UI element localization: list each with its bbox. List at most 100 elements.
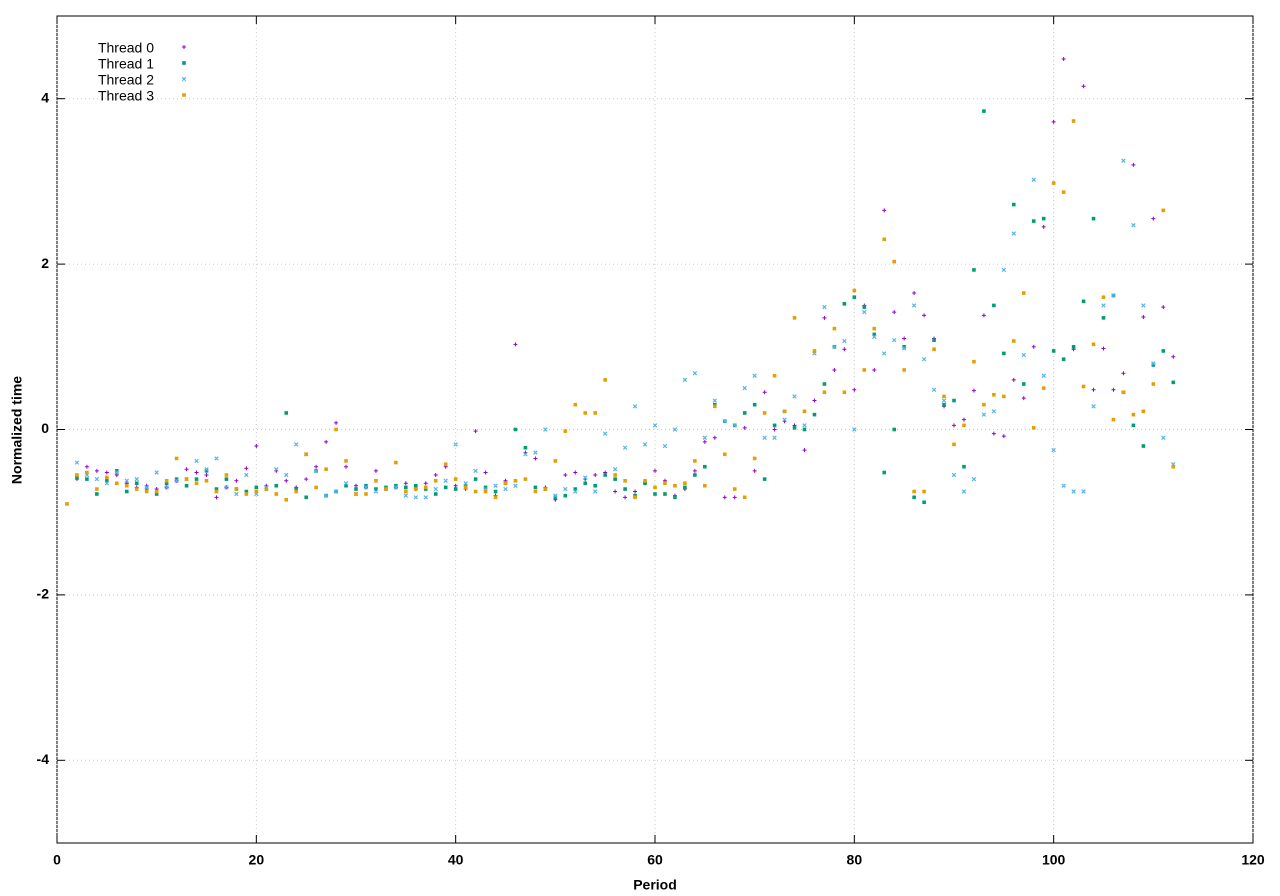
point: [553, 459, 558, 463]
point: [872, 367, 877, 372]
point: [1111, 293, 1116, 298]
point: [1041, 216, 1046, 221]
point: [1081, 299, 1086, 304]
point: [842, 390, 847, 395]
point: [293, 442, 299, 447]
point: [433, 486, 438, 492]
point: [852, 288, 857, 293]
point: [274, 492, 279, 496]
point: [653, 468, 657, 473]
y-axis-label: Normalized time: [9, 376, 25, 484]
point: [932, 347, 936, 352]
point: [782, 417, 787, 422]
point: [493, 489, 498, 494]
point: [1081, 384, 1086, 389]
point: [882, 470, 887, 475]
point: [1121, 371, 1126, 376]
point: [294, 487, 298, 491]
point: [563, 493, 568, 498]
point: [1171, 354, 1176, 359]
point: [95, 492, 99, 496]
point: [982, 402, 986, 407]
point: [114, 470, 120, 475]
point: [922, 500, 926, 505]
point: [184, 477, 189, 481]
point: [234, 487, 239, 491]
point: [892, 259, 896, 264]
point: [742, 385, 747, 391]
point: [812, 412, 817, 417]
point: [1041, 386, 1046, 390]
legend-label: Thread 0: [98, 40, 154, 56]
point: [274, 483, 279, 488]
point: [184, 467, 189, 472]
point: [154, 492, 159, 496]
legend-label: Thread 3: [98, 88, 154, 104]
point: [1021, 352, 1026, 358]
point: [842, 347, 847, 352]
point: [174, 477, 179, 481]
point: [264, 487, 269, 491]
point: [633, 489, 638, 494]
point: [124, 478, 129, 483]
point: [513, 478, 518, 483]
point: [643, 481, 647, 486]
point: [194, 470, 199, 475]
point: [703, 464, 707, 469]
point: [962, 423, 966, 428]
point: [1071, 119, 1076, 123]
point: [85, 470, 89, 475]
point: [573, 402, 578, 407]
point: [1081, 489, 1086, 494]
point: [334, 427, 338, 432]
point: [244, 492, 249, 496]
point: [393, 485, 399, 490]
point: [244, 489, 249, 494]
point: [314, 464, 319, 469]
point: [802, 427, 807, 432]
point: [224, 477, 229, 481]
point: [663, 481, 667, 486]
point: [942, 394, 946, 399]
point: [1012, 339, 1016, 343]
point: [911, 303, 917, 308]
point: [662, 443, 668, 449]
point: [74, 460, 80, 465]
point: [304, 452, 308, 457]
point: [842, 338, 847, 344]
point: [812, 349, 817, 353]
point: [693, 459, 697, 463]
point: [1171, 380, 1176, 385]
point: [1151, 216, 1156, 221]
point: [901, 346, 907, 351]
point: [323, 493, 329, 498]
point: [294, 489, 298, 494]
point: [1011, 231, 1017, 236]
point: [523, 452, 528, 457]
point: [194, 477, 199, 481]
point: [313, 468, 319, 474]
point: [951, 472, 957, 478]
point: [922, 313, 927, 318]
point: [1091, 404, 1096, 409]
point: [134, 481, 139, 486]
point: [483, 489, 488, 494]
point: [1091, 387, 1096, 392]
point: [423, 495, 428, 500]
point: [354, 492, 358, 496]
point: [204, 472, 209, 477]
point: [712, 435, 717, 440]
point: [1051, 119, 1056, 124]
point: [182, 45, 186, 49]
point: [1021, 382, 1026, 386]
point: [84, 464, 89, 469]
point: [1121, 158, 1126, 163]
point: [762, 390, 767, 395]
point: [982, 109, 986, 113]
point: [623, 495, 628, 500]
point: [663, 492, 667, 496]
point: [583, 475, 588, 480]
point: [333, 489, 339, 494]
point: [971, 476, 977, 482]
point: [224, 485, 229, 490]
